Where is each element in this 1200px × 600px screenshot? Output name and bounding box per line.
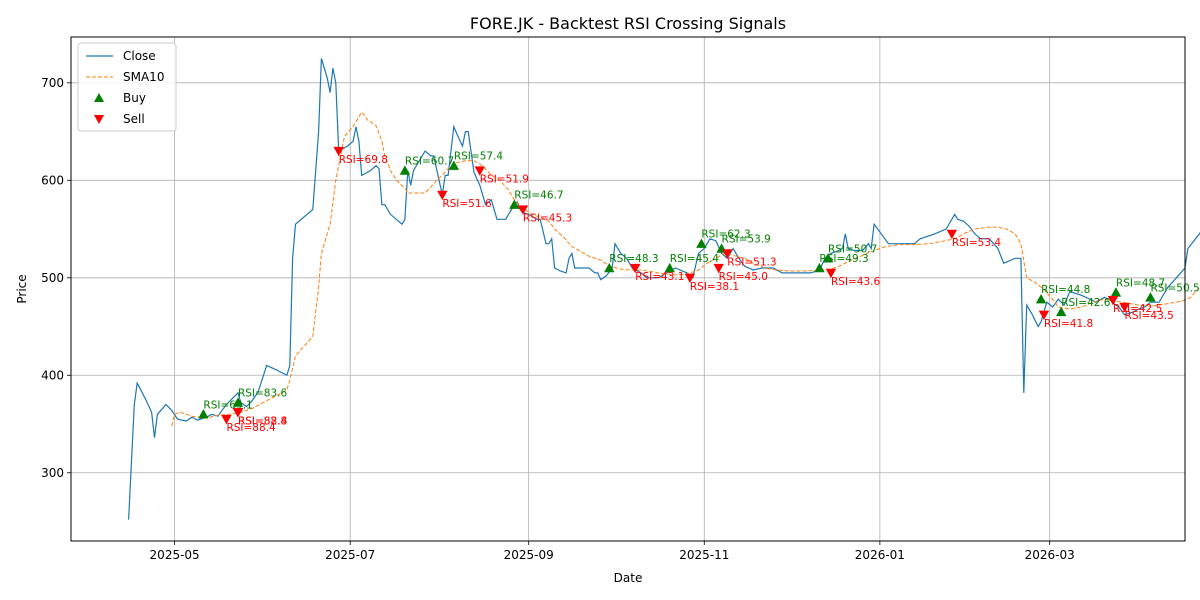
sell-signal-label: RSI=51.9 (480, 174, 529, 186)
buy-signal-marker (696, 238, 707, 248)
legend-sell-swatch (94, 115, 104, 124)
buy-signal-label: RSI=62.3 (701, 229, 750, 241)
sell-signal-marker (722, 249, 733, 259)
y-tick-label: 600 (41, 173, 64, 187)
sell-signal-marker (221, 414, 232, 425)
buy-signal-label: RSI=46.7 (514, 190, 563, 202)
sell-signal-label: RSI=43.6 (831, 276, 881, 288)
sell-signal-label: RSI=45.3 (523, 213, 572, 225)
sell-signal-marker (684, 273, 696, 283)
buy-signal-label: RSI=69.1 (203, 399, 252, 411)
buy-signal-label: RSI=53.9 (722, 234, 771, 246)
buy-signal-marker (448, 160, 460, 170)
sell-signal-marker (1107, 296, 1119, 306)
buy-signal-label: RSI=50.5 (1150, 282, 1199, 294)
sell-signal-label: RSI=53.4 (952, 237, 1002, 249)
buy-signal-marker (664, 262, 675, 273)
axes-frame (70, 36, 1186, 542)
buy-signal-label: RSI=60.7 (405, 156, 454, 168)
buy-signal-label: RSI=44.8 (1041, 284, 1090, 296)
sell-signal-marker (232, 408, 244, 418)
sell-signal-label: RSI=45.0 (719, 271, 768, 283)
y-axis-label: Price (15, 274, 29, 303)
buy-signal-marker (822, 253, 834, 263)
buy-signal-label: RSI=57.4 (454, 151, 504, 163)
x-tick-label: 2025-11 (679, 548, 729, 562)
x-tick-label: 2026-03 (1025, 548, 1075, 562)
sell-signal-label: RSI=88.4 (226, 422, 276, 434)
y-axis: 300 400 500 600 700 (41, 76, 71, 480)
sell-signal-marker (946, 229, 958, 240)
y-tick-label: 300 (41, 466, 64, 480)
sell-signal-marker (713, 263, 724, 274)
buy-signal-marker (604, 262, 615, 273)
sell-signal-label: RSI=38.1 (690, 281, 739, 293)
x-tick-label: 2025-07 (325, 548, 375, 562)
sell-signal-label: RSI=43.1 (635, 271, 684, 283)
chart-title: FORE.JK - Backtest RSI Crossing Signals (470, 14, 786, 33)
buy-signal-label: RSI=50.7 (828, 243, 877, 255)
close-line (128, 58, 1200, 520)
sell-signal-marker (333, 146, 344, 157)
buy-signal-marker (814, 262, 825, 273)
buy-signal-marker (232, 397, 244, 407)
buy-signal-marker (1145, 292, 1156, 302)
sell-signal-label: RSI=51.6 (442, 198, 492, 210)
buy-signal-marker (509, 199, 520, 209)
sell-signal-marker (1119, 302, 1130, 313)
legend: Close SMA10 Buy Sell (77, 42, 177, 132)
x-tick-label: 2025-09 (504, 548, 554, 562)
legend-buy-swatch (94, 93, 104, 102)
x-axis-label: Date (614, 571, 643, 585)
buy-signal-marker (1035, 294, 1047, 304)
sell-signal-label: RSI=51.3 (727, 256, 776, 268)
x-tick-label: 2025-05 (150, 548, 200, 562)
x-tick-label: 2026-01 (855, 548, 905, 562)
y-tick-label: 400 (41, 368, 64, 382)
buy-signal-label: RSI=48.3 (609, 253, 658, 265)
legend-label-close: Close (123, 49, 156, 63)
legend-label-sma: SMA10 (123, 70, 164, 84)
buy-signal-label: RSI=48.7 (1116, 277, 1165, 289)
legend-label-buy: Buy (123, 91, 146, 105)
sell-signal-label: RSI=43.5 (1125, 310, 1174, 322)
buy-signal-marker (1056, 306, 1067, 317)
buy-signal-marker (399, 165, 411, 175)
legend-label-sell: Sell (123, 112, 145, 126)
buy-signal-label: RSI=45.4 (670, 253, 720, 265)
sell-signal-marker (474, 166, 485, 176)
sell-signal-label: RSI=69.8 (339, 154, 388, 166)
sell-signal-label: RSI=82.8 (238, 415, 287, 427)
y-tick-label: 500 (41, 271, 64, 285)
sell-signal-marker (437, 190, 448, 201)
buy-signal-marker (198, 409, 209, 419)
sell-signal-marker (825, 268, 837, 279)
grid-lines (71, 37, 1185, 541)
x-axis: 2025-05 2025-07 2025-09 2025-11 2026-01 2026-… (150, 541, 1075, 562)
sell-signal-label: RSI=88.4 (238, 415, 288, 427)
sell-signal-label: RSI=41.8 (1044, 318, 1093, 330)
y-tick-label: 700 (41, 76, 64, 90)
sell-signal-marker (629, 263, 641, 274)
sell-signal-marker (517, 205, 529, 215)
buy-signal-marker (1110, 287, 1122, 297)
legend-box (77, 42, 177, 132)
sell-signal-marker (1038, 310, 1050, 321)
buy-signal-label: RSI=83.6 (238, 388, 288, 400)
buy-signal-label: RSI=42.6 (1061, 297, 1111, 309)
